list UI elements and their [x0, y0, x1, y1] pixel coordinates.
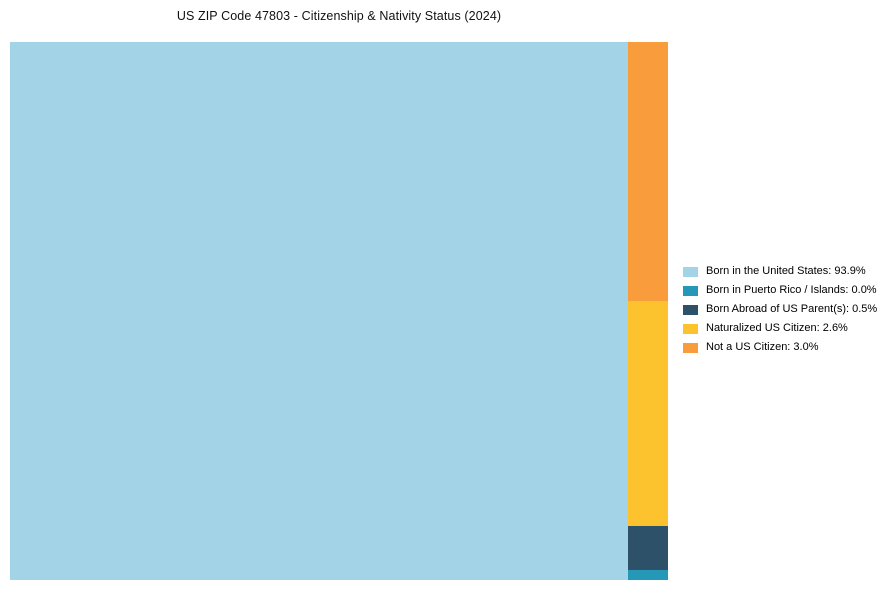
legend-swatch	[683, 323, 698, 334]
treemap-segment-born-abroad-of-us-parent-s	[627, 526, 668, 570]
treemap-segment-not-a-us-citizen	[627, 42, 668, 302]
legend-item-born-in-the-united-states: Born in the United States: 93.9%	[683, 265, 877, 278]
legend: Born in the United States: 93.9% Born in …	[683, 265, 877, 354]
legend-swatch	[683, 342, 698, 353]
legend-item-naturalized-us-citizen: Naturalized US Citizen: 2.6%	[683, 322, 877, 335]
legend-item-born-abroad-of-us-parent-s: Born Abroad of US Parent(s): 0.5%	[683, 303, 877, 316]
legend-label: Born in the United States: 93.9%	[706, 265, 866, 277]
legend-swatch	[683, 285, 698, 296]
legend-item-born-in-puerto-rico-islands: Born in Puerto Rico / Islands: 0.0%	[683, 284, 877, 297]
legend-label: Born in Puerto Rico / Islands: 0.0%	[706, 284, 877, 296]
treemap-side-column	[627, 42, 668, 580]
treemap-segment-born-in-the-united-states	[10, 42, 628, 580]
treemap-segment-born-in-puerto-rico-islands	[627, 569, 668, 580]
chart-title: US ZIP Code 47803 - Citizenship & Nativi…	[176, 9, 502, 23]
treemap-segment-naturalized-us-citizen	[627, 301, 668, 527]
legend-label: Not a US Citizen: 3.0%	[706, 341, 819, 353]
legend-label: Naturalized US Citizen: 2.6%	[706, 322, 848, 334]
legend-item-not-a-us-citizen: Not a US Citizen: 3.0%	[683, 341, 877, 354]
legend-swatch	[683, 266, 698, 277]
legend-swatch	[683, 304, 698, 315]
treemap	[10, 42, 668, 580]
legend-label: Born Abroad of US Parent(s): 0.5%	[706, 303, 878, 315]
